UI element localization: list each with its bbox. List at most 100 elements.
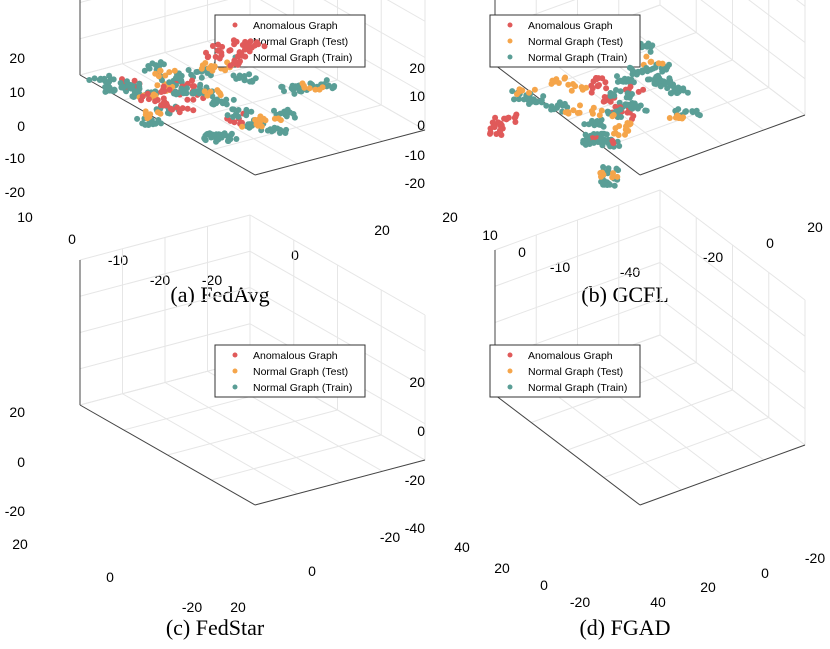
data-point (224, 112, 231, 119)
data-point (218, 49, 225, 56)
floor-grid-line (167, 409, 338, 456)
data-point (512, 114, 519, 120)
legend-entry: Normal Graph (Train) (528, 52, 627, 64)
data-point (218, 98, 225, 105)
data-point (166, 79, 173, 86)
data-point (136, 85, 143, 92)
data-point (190, 107, 197, 114)
data-point (554, 104, 560, 111)
data-point (154, 82, 161, 89)
data-point (249, 78, 256, 85)
data-point (589, 117, 595, 124)
data-point (514, 91, 520, 98)
data-point (549, 77, 556, 84)
wall-grid-line (386, 0, 426, 22)
data-point (146, 65, 153, 72)
x-tick-label: -40 (620, 264, 640, 280)
data-point (653, 81, 659, 87)
legend-marker (507, 368, 513, 374)
data-point (176, 109, 183, 116)
data-point (653, 73, 660, 80)
z-tick-label: -20 (5, 184, 25, 200)
data-point (610, 170, 616, 177)
data-point (300, 82, 307, 89)
z-tick-label: -20 (405, 175, 425, 191)
data-point (233, 38, 240, 45)
y-tick-label: 10 (482, 227, 498, 243)
data-point (262, 117, 269, 124)
data-point (606, 181, 613, 188)
y-tick-label: -10 (550, 259, 570, 275)
data-point (495, 119, 502, 126)
y-tick-label: 0 (68, 231, 76, 247)
data-point (635, 69, 642, 76)
legend-marker (507, 352, 513, 358)
data-point (190, 96, 197, 103)
panel-caption: (d) FGAD (579, 615, 670, 640)
data-point (216, 55, 223, 62)
data-point (605, 167, 612, 174)
z-tick-label: 20 (9, 404, 25, 420)
data-point (487, 130, 493, 137)
legend: Anomalous Graph Normal Graph (Test) Normal… (489, 344, 641, 398)
data-point (246, 48, 253, 55)
data-point (642, 107, 649, 114)
data-point (222, 67, 229, 74)
data-point (207, 72, 214, 79)
data-point (603, 85, 610, 92)
data-point (680, 85, 687, 92)
floor-grid-line (618, 19, 765, 131)
data-point (496, 127, 503, 134)
data-point (223, 101, 230, 108)
x-tick-label: 0 (766, 235, 774, 251)
data-point (241, 46, 248, 53)
x-tick-label: -20 (703, 249, 723, 265)
x-tick-label: -20 (202, 272, 222, 288)
scatter-points (117, 37, 290, 144)
data-point (210, 99, 217, 105)
y-tick-label: 20 (12, 536, 28, 552)
data-point (526, 89, 532, 96)
floor-grid-line (659, 334, 806, 446)
data-point (189, 77, 195, 84)
data-point (270, 127, 277, 134)
y-tick-label: 20 (494, 560, 510, 576)
data-point (91, 75, 98, 82)
data-point (157, 110, 164, 117)
data-point (622, 131, 628, 138)
z-tick-label: -40 (405, 520, 425, 536)
data-point (184, 96, 191, 103)
data-point (668, 90, 675, 97)
data-point (248, 108, 255, 115)
x-axis-line (639, 114, 806, 176)
data-point (596, 112, 603, 119)
data-point (162, 72, 169, 79)
data-point (583, 84, 590, 91)
z-tick-label: 0 (417, 117, 425, 133)
data-point (644, 68, 651, 75)
data-point (152, 98, 159, 105)
data-point (658, 65, 665, 72)
data-point (282, 109, 289, 116)
data-point (630, 101, 637, 108)
y-axis-line (494, 394, 641, 506)
data-point (598, 107, 605, 114)
wall-grid-line (494, 189, 661, 251)
legend: Anomalous Graph Normal Graph (Test) Normal… (489, 14, 641, 68)
data-point (145, 96, 152, 103)
data-point (197, 81, 204, 88)
data-point (609, 113, 616, 120)
data-point (141, 67, 148, 74)
z-tick-label: 10 (9, 84, 25, 100)
data-point (577, 102, 583, 109)
data-point (307, 80, 314, 87)
data-point (614, 173, 621, 180)
data-point (684, 89, 691, 96)
data-point (208, 63, 215, 69)
z-tick-label: -20 (5, 503, 25, 519)
data-point (291, 114, 298, 121)
data-point (233, 136, 240, 142)
data-point (168, 106, 175, 113)
legend: Anomalous Graph Normal Graph (Test) Normal… (214, 344, 366, 398)
